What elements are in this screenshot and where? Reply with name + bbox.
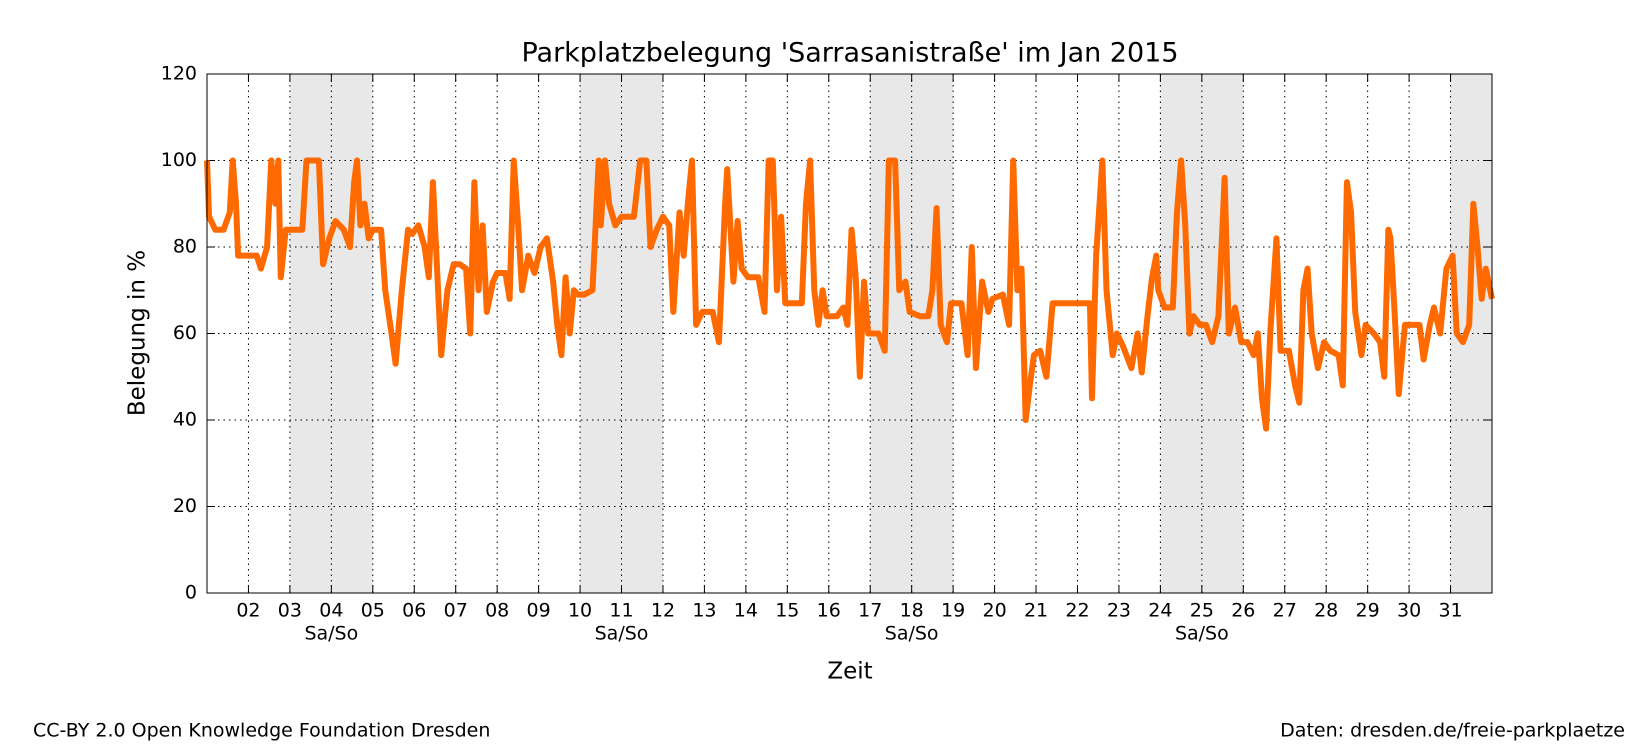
x-tick-label: 11 xyxy=(609,600,633,622)
x-tick-label: 10 xyxy=(568,600,592,622)
footer-left: CC-BY 2.0 Open Knowledge Foundation Dres… xyxy=(33,720,490,742)
x-tick-label: 03 xyxy=(278,600,302,622)
y-tick-label: 100 xyxy=(161,149,197,171)
x-tick-label: 08 xyxy=(485,600,509,622)
x-tick-label: 06 xyxy=(402,600,426,622)
x-tick-label: 13 xyxy=(692,600,716,622)
x-tick-label: 02 xyxy=(236,600,260,622)
x-tick-label: 22 xyxy=(1065,600,1089,622)
x-tick-label: 16 xyxy=(817,600,841,622)
data-line xyxy=(204,157,1495,432)
x-tick-label: 15 xyxy=(775,600,799,622)
x-tick-label: 27 xyxy=(1273,600,1297,622)
plot-frame xyxy=(206,73,1493,594)
x-tick-label: 05 xyxy=(361,600,385,622)
y-tick-label: 80 xyxy=(173,236,197,258)
x-tick-label: 19 xyxy=(941,600,965,622)
x-tick-label: 28 xyxy=(1314,600,1338,622)
x-tick-label: 17 xyxy=(858,600,882,622)
x-tick-label: 12 xyxy=(651,600,675,622)
x-tick-label: 31 xyxy=(1438,600,1462,622)
x-tick-label: 21 xyxy=(1024,600,1048,622)
x-tick-label: 29 xyxy=(1356,600,1380,622)
x-tick-label: 26 xyxy=(1231,600,1255,622)
y-tick-label: 20 xyxy=(173,495,197,517)
chart-title: Parkplatzbelegung 'Sarrasanistraße' im J… xyxy=(521,38,1178,69)
weekend-label: Sa/So xyxy=(1175,623,1229,645)
y-tick-label: 0 xyxy=(185,582,197,604)
y-axis-label: Belegung in % xyxy=(125,250,151,416)
weekend-label: Sa/So xyxy=(885,623,939,645)
y-tick-label: 120 xyxy=(161,63,197,85)
x-tick-label: 24 xyxy=(1148,600,1172,622)
x-axis-label: Zeit xyxy=(827,659,872,685)
x-tick-label: 20 xyxy=(982,600,1006,622)
footer-right: Daten: dresden.de/freie-parkplaetze xyxy=(1280,720,1625,742)
weekend-label: Sa/So xyxy=(595,623,649,645)
x-tick-label: 14 xyxy=(734,600,758,622)
y-tick-label: 40 xyxy=(173,409,197,431)
x-tick-label: 30 xyxy=(1397,600,1421,622)
weekend-label: Sa/So xyxy=(304,623,358,645)
x-tick-label: 25 xyxy=(1190,600,1214,622)
x-tick-label: 09 xyxy=(527,600,551,622)
x-tick-label: 23 xyxy=(1107,600,1131,622)
y-tick-label: 60 xyxy=(173,322,197,344)
x-tick-label: 04 xyxy=(319,600,343,622)
x-tick-label: 18 xyxy=(900,600,924,622)
x-tick-label: 07 xyxy=(444,600,468,622)
